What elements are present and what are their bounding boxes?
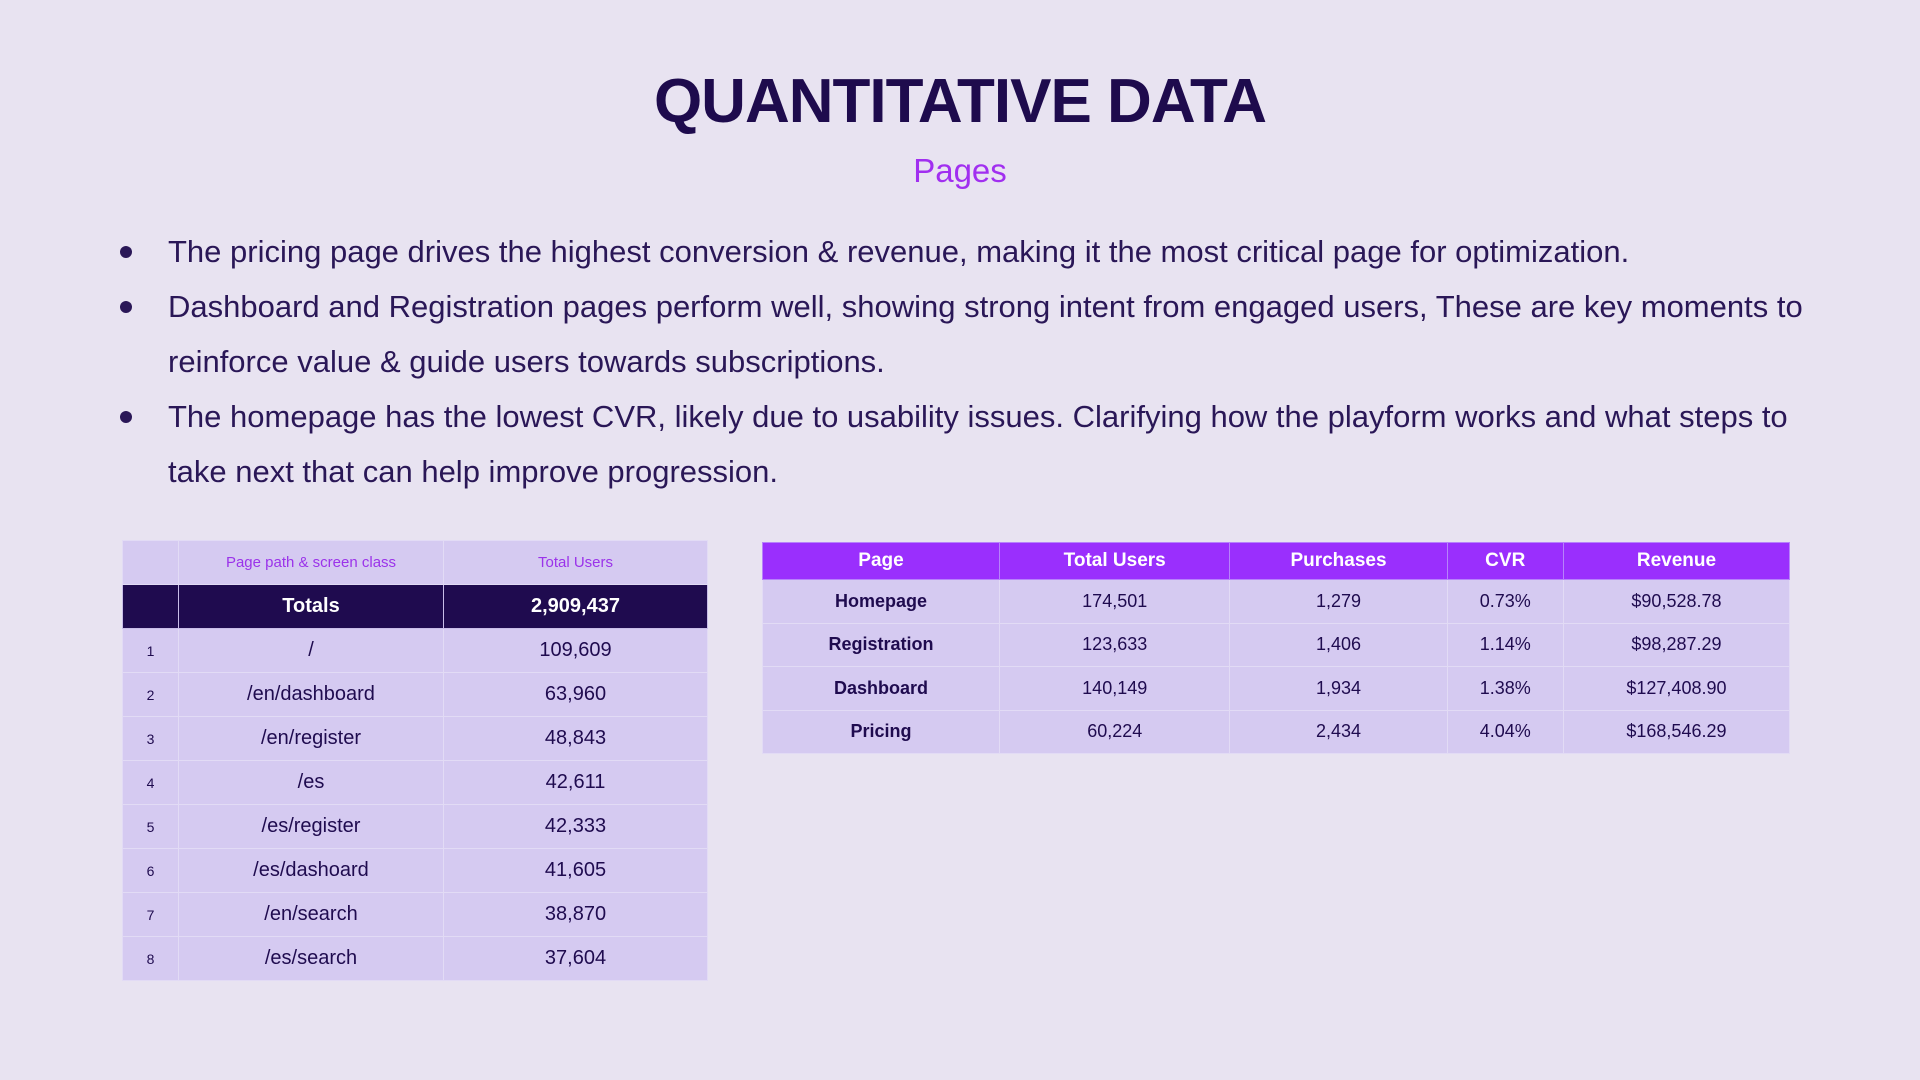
table-cell: 2 — [122, 672, 179, 717]
totals-row: Totals 2,909,437 — [122, 584, 708, 629]
column-header: Total Users — [998, 542, 1231, 580]
page-conversion-table: Page Total Users Purchases CVR Revenue H… — [762, 542, 1791, 754]
totals-index — [122, 584, 179, 629]
table-row: 5/es/register 42,333 — [122, 804, 708, 849]
bullet-icon — [120, 411, 132, 423]
table-row: 4/es 42,611 — [122, 760, 708, 805]
bullet-icon — [120, 246, 132, 258]
table-row: Registration 123,633 1,406 1.14% $98,287.29 — [762, 622, 1791, 667]
table-cell: 123,633 — [998, 622, 1231, 667]
table-cell: $90,528.78 — [1562, 579, 1791, 624]
page-title: QUANTITATIVE DATA — [653, 67, 1267, 136]
bullet-icon — [120, 301, 132, 313]
table-cell: /en/dashboard — [178, 672, 444, 717]
table-cell: /es/dashoard — [178, 848, 444, 893]
table-cell: 42,611 — [443, 760, 708, 805]
table-cell: Dashboard — [762, 666, 1000, 711]
table-cell: 6 — [122, 848, 179, 893]
table-cell: 1 — [122, 628, 179, 673]
table-cell: 60,224 — [998, 709, 1231, 754]
table-row: 6/es/dashoard 41,605 — [122, 848, 708, 893]
table-cell: 7 — [122, 892, 179, 937]
table-row: 7/en/search 38,870 — [122, 892, 708, 937]
column-header — [122, 540, 179, 585]
table-cell: 38,870 — [443, 892, 708, 937]
column-header: Total Users — [443, 540, 708, 585]
totals-value: 2,909,437 — [443, 584, 708, 629]
table-cell: 42,333 — [443, 804, 708, 849]
table-row: 2/en/dashboard 63,960 — [122, 672, 708, 717]
table-cell: 4 — [122, 760, 179, 805]
column-header: Purchases — [1229, 542, 1448, 580]
table-cell: Registration — [762, 622, 1000, 667]
table-row: 1/109,609 — [122, 628, 708, 673]
table-cell: 37,604 — [443, 936, 708, 981]
table-row: Dashboard 140,149 1,934 1.38% $127,408.90 — [762, 666, 1791, 711]
column-header: Page path & screen class — [178, 540, 444, 585]
table-cell: 3 — [122, 716, 179, 761]
insight-item: The homepage has the lowest CVR, likely … — [120, 389, 1820, 499]
table-cell: 174,501 — [998, 579, 1231, 624]
table-row: Pricing 60,224 2,434 4.04% $168,546.29 — [762, 709, 1791, 754]
table-cell: 63,960 — [443, 672, 708, 717]
table-cell: 109,609 — [443, 628, 708, 673]
table-cell: /en/register — [178, 716, 444, 761]
table-cell: 5 — [122, 804, 179, 849]
insight-text: The pricing page drives the highest conv… — [168, 234, 1630, 269]
table-cell: 140,149 — [998, 666, 1231, 711]
table-cell: /en/search — [178, 892, 444, 937]
table-cell: / — [178, 628, 444, 673]
insight-item: The pricing page drives the highest conv… — [120, 224, 1820, 279]
table-cell: 1,934 — [1229, 666, 1448, 711]
table-cell: 1,406 — [1229, 622, 1448, 667]
insights-list: The pricing page drives the highest conv… — [120, 224, 1820, 499]
table-cell: 2,434 — [1229, 709, 1448, 754]
table-cell: /es — [178, 760, 444, 805]
column-header: CVR — [1446, 542, 1564, 580]
totals-label: Totals — [178, 584, 444, 629]
page-path-users-table: Page path & screen class Total Users Tot… — [122, 540, 708, 981]
column-header: Page — [762, 542, 1000, 580]
table-cell: 0.73% — [1446, 579, 1564, 624]
table-cell: $168,546.29 — [1562, 709, 1791, 754]
insight-text: Dashboard and Registration pages perform… — [168, 289, 1803, 379]
table-cell: $127,408.90 — [1562, 666, 1791, 711]
table-cell: 1,279 — [1229, 579, 1448, 624]
table-cell: /es/search — [178, 936, 444, 981]
table-cell: $98,287.29 — [1562, 622, 1791, 667]
column-header: Revenue — [1562, 542, 1791, 580]
table-cell: 41,605 — [443, 848, 708, 893]
table-row: Homepage 174,501 1,279 0.73% $90,528.78 — [762, 579, 1791, 624]
table-cell: /es/register — [178, 804, 444, 849]
insight-text: The homepage has the lowest CVR, likely … — [168, 399, 1788, 489]
table-cell: 8 — [122, 936, 179, 981]
insight-item: Dashboard and Registration pages perform… — [120, 279, 1820, 389]
table-cell: 1.14% — [1446, 622, 1564, 667]
table-cell: 48,843 — [443, 716, 708, 761]
table-cell: Pricing — [762, 709, 1000, 754]
table-row: 3/en/register 48,843 — [122, 716, 708, 761]
page-subtitle: Pages — [913, 152, 1007, 189]
table-cell: 4.04% — [1446, 709, 1564, 754]
table-cell: Homepage — [762, 579, 1000, 624]
table-cell: 1.38% — [1446, 666, 1564, 711]
table-row: 8/es/search 37,604 — [122, 936, 708, 981]
